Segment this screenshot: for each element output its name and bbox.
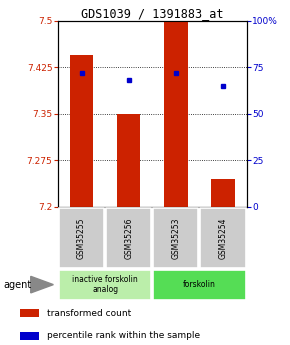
Bar xyxy=(59,270,151,299)
Text: GSM35254: GSM35254 xyxy=(218,217,227,259)
Text: inactive forskolin
analog: inactive forskolin analog xyxy=(72,275,138,294)
Bar xyxy=(153,270,246,299)
Polygon shape xyxy=(31,276,53,293)
Text: GSM35255: GSM35255 xyxy=(77,217,86,259)
Text: agent: agent xyxy=(3,280,31,289)
Bar xyxy=(200,208,246,268)
Bar xyxy=(70,55,93,207)
Text: GSM35256: GSM35256 xyxy=(124,217,133,259)
Bar xyxy=(106,208,151,268)
Title: GDS1039 / 1391883_at: GDS1039 / 1391883_at xyxy=(81,7,224,20)
Bar xyxy=(20,309,39,317)
Bar xyxy=(59,208,104,268)
Text: percentile rank within the sample: percentile rank within the sample xyxy=(47,331,200,339)
Bar xyxy=(20,332,39,339)
Text: transformed count: transformed count xyxy=(47,309,131,318)
Bar xyxy=(164,21,188,207)
Bar xyxy=(153,208,198,268)
Text: GSM35253: GSM35253 xyxy=(171,217,180,259)
Bar xyxy=(117,114,140,207)
Text: forskolin: forskolin xyxy=(183,280,216,289)
Bar xyxy=(211,179,235,207)
